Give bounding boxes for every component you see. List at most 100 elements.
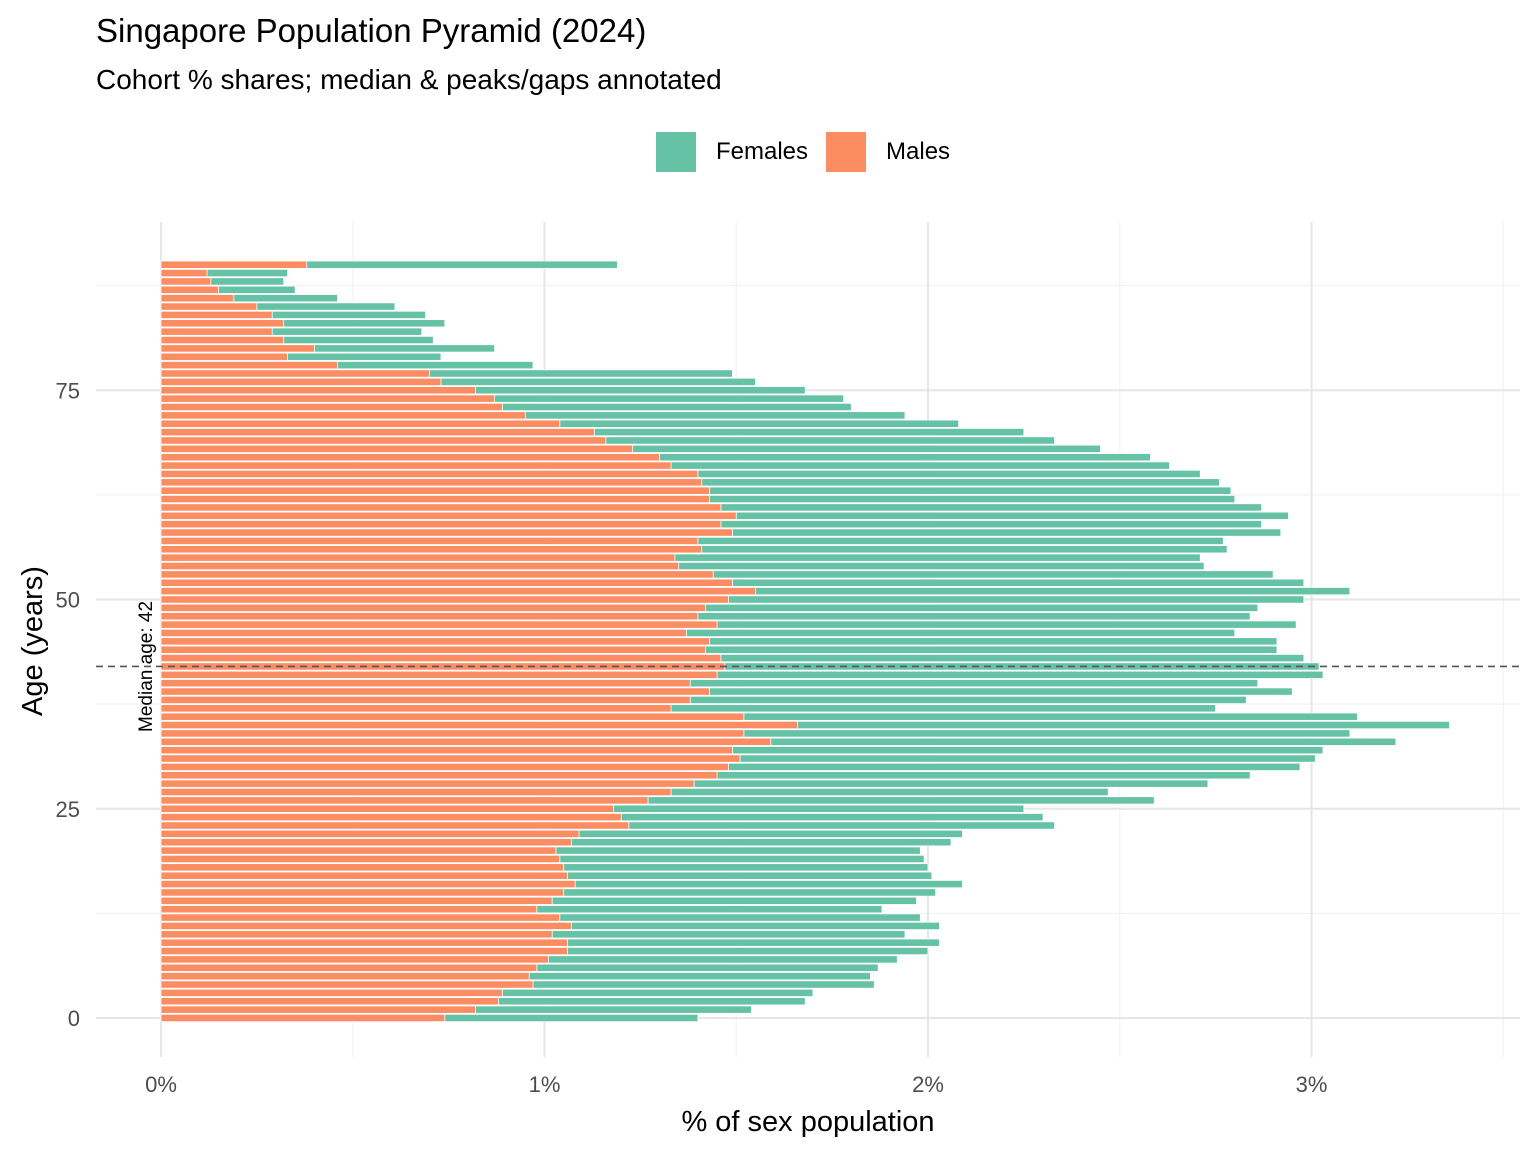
bar-male <box>160 561 680 571</box>
bar-male <box>160 955 549 964</box>
bar-male <box>160 972 530 981</box>
bar-male <box>160 536 699 545</box>
bar-male <box>160 704 672 713</box>
bar-male <box>160 419 561 428</box>
bar-male <box>160 277 212 286</box>
bar-male <box>160 938 568 947</box>
x-axis-title: % of sex population <box>681 1106 934 1138</box>
bar-male <box>160 829 580 838</box>
bar-male <box>160 787 672 797</box>
bar-male <box>160 729 745 738</box>
bar-male <box>160 268 208 278</box>
bar-male <box>160 754 741 763</box>
bar-male <box>160 394 496 403</box>
bar-male <box>160 520 722 529</box>
bar-male <box>160 335 285 345</box>
y-tick-label: 50 <box>56 588 80 613</box>
bar-male <box>160 285 219 294</box>
bar-male <box>160 478 703 487</box>
bar-male <box>160 587 756 596</box>
x-tick-label: 3% <box>1296 1072 1328 1097</box>
bar-male <box>160 453 660 462</box>
bar-male <box>160 361 338 370</box>
bar-male <box>160 1013 446 1023</box>
y-tick-label: 0 <box>68 1006 80 1031</box>
chart-subtitle: Cohort % shares; median & peaks/gaps ann… <box>96 64 722 95</box>
bar-male <box>160 436 607 445</box>
bar-male <box>160 645 706 654</box>
bar-male <box>160 746 733 755</box>
bar-male <box>160 628 687 638</box>
bar-male <box>160 771 718 780</box>
legend-item-females: Females <box>656 132 826 172</box>
bar-male <box>160 344 315 353</box>
bar-male <box>160 712 745 721</box>
bar-male <box>160 679 691 688</box>
bar-male <box>160 612 699 621</box>
y-tick-label: 25 <box>56 797 80 822</box>
bar-male <box>160 428 595 437</box>
bar-male <box>160 461 672 470</box>
bar-male <box>160 913 561 922</box>
bar-male <box>160 469 699 479</box>
bar-male <box>160 570 714 579</box>
bar-male <box>160 796 649 805</box>
legend-label-males: Males <box>886 138 951 165</box>
bar-male <box>160 905 538 914</box>
bar-male <box>160 980 534 989</box>
bar-male <box>160 369 430 378</box>
legend-key-males <box>826 132 867 172</box>
bar-male <box>160 779 695 788</box>
bar-male <box>160 294 235 303</box>
x-tick-label: 2% <box>912 1072 944 1097</box>
median-marker: Median age: 42 <box>96 601 1520 732</box>
bar-male <box>160 1005 476 1014</box>
bar-male <box>160 737 772 746</box>
bar-male <box>160 813 622 822</box>
bar-male <box>160 888 565 897</box>
males-bars <box>160 260 799 1023</box>
bar-male <box>160 846 557 855</box>
bar-male <box>160 578 733 587</box>
bar-male <box>160 511 737 520</box>
bar-male <box>160 411 526 420</box>
x-tick-label: 0% <box>145 1072 177 1097</box>
y-axis-ticks: 0 25 50 75 <box>56 378 80 1031</box>
bar-male <box>160 921 572 931</box>
bar-male <box>160 695 691 705</box>
bar-male <box>160 654 722 663</box>
bar-male <box>160 930 553 939</box>
bar-male <box>160 687 710 696</box>
bar-male <box>160 838 572 847</box>
bar-male <box>160 896 553 905</box>
bar-male <box>160 988 503 997</box>
bar-male <box>160 804 614 813</box>
bar-male <box>160 377 442 386</box>
bar-male <box>160 494 710 504</box>
bar-male <box>160 310 273 320</box>
bar-male <box>160 386 476 395</box>
bar-male <box>160 963 538 972</box>
bar-male <box>160 503 722 512</box>
bar-male <box>160 821 630 830</box>
bar-male <box>160 637 710 646</box>
bar-male <box>160 402 503 412</box>
bar-male <box>160 871 568 880</box>
bar-male <box>160 528 733 537</box>
legend-item-males: Males <box>826 132 968 172</box>
bar-male <box>160 352 288 361</box>
bar-male <box>160 486 710 495</box>
bar-male <box>160 327 273 336</box>
legend-key-females <box>656 132 696 172</box>
bar-male <box>160 854 561 864</box>
median-label: Median age: 42 <box>136 601 157 732</box>
bar-male <box>160 553 676 562</box>
bar-male <box>160 319 285 328</box>
bar-male <box>160 595 729 604</box>
bar-male <box>160 863 565 872</box>
bar-male <box>160 997 499 1006</box>
bar-male <box>160 260 308 269</box>
y-tick-label: 75 <box>56 378 80 403</box>
bar-male <box>160 946 568 956</box>
